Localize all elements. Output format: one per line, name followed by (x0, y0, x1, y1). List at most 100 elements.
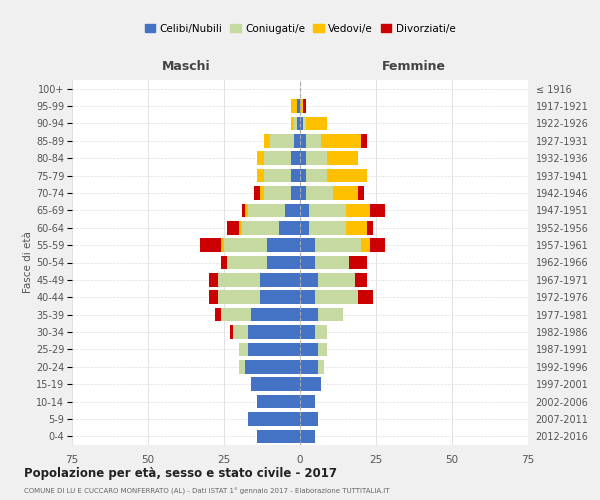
Bar (300, 204, 309, 217)
Bar (300, 100, 303, 113)
Bar (218, 290, 260, 304)
Bar (257, 430, 300, 443)
Bar (245, 360, 300, 374)
Bar (294, 134, 300, 147)
Bar (248, 342, 300, 356)
Bar (291, 186, 300, 200)
Bar (300, 412, 318, 426)
Bar (239, 360, 245, 374)
Bar (294, 116, 297, 130)
Bar (355, 273, 367, 286)
Bar (209, 273, 218, 286)
Bar (291, 100, 297, 113)
Bar (300, 342, 318, 356)
Bar (318, 360, 325, 374)
Bar (260, 273, 300, 286)
Bar (361, 238, 370, 252)
Bar (251, 308, 300, 322)
Bar (315, 256, 349, 270)
Bar (300, 169, 306, 182)
Bar (321, 134, 361, 147)
Bar (242, 221, 279, 234)
Bar (266, 256, 300, 270)
Bar (248, 412, 300, 426)
Bar (300, 360, 318, 374)
Bar (263, 186, 291, 200)
Bar (227, 221, 239, 234)
Bar (291, 152, 300, 165)
Bar (224, 238, 266, 252)
Bar (233, 325, 248, 339)
Bar (257, 152, 263, 165)
Bar (251, 378, 300, 391)
Bar (248, 204, 285, 217)
Bar (328, 169, 367, 182)
Bar (315, 290, 358, 304)
Bar (300, 378, 321, 391)
Bar (300, 116, 303, 130)
Bar (239, 221, 242, 234)
Bar (300, 186, 306, 200)
Legend: Celibi/Nubili, Coniugati/e, Vedovi/e, Divorziati/e: Celibi/Nubili, Coniugati/e, Vedovi/e, Di… (140, 20, 460, 38)
Bar (209, 290, 218, 304)
Bar (318, 308, 343, 322)
Bar (309, 204, 346, 217)
Bar (306, 116, 328, 130)
Bar (370, 238, 385, 252)
Text: Popolazione per età, sesso e stato civile - 2017: Popolazione per età, sesso e stato civil… (24, 468, 337, 480)
Bar (285, 204, 300, 217)
Bar (346, 204, 370, 217)
Bar (334, 186, 358, 200)
Bar (306, 152, 328, 165)
Bar (303, 100, 306, 113)
Bar (239, 342, 248, 356)
Bar (291, 116, 294, 130)
Bar (309, 221, 346, 234)
Bar (248, 325, 300, 339)
Y-axis label: Fasce di età: Fasce di età (23, 232, 33, 294)
Bar (300, 152, 306, 165)
Text: Maschi: Maschi (161, 60, 211, 73)
Bar (300, 395, 315, 408)
Bar (367, 221, 373, 234)
Bar (306, 169, 328, 182)
Bar (300, 308, 318, 322)
Bar (300, 134, 306, 147)
Bar (318, 273, 355, 286)
Bar (300, 325, 315, 339)
Bar (221, 308, 251, 322)
Bar (349, 256, 367, 270)
Bar (263, 134, 269, 147)
Bar (242, 204, 245, 217)
Bar (227, 256, 266, 270)
Bar (306, 134, 321, 147)
Bar (245, 204, 248, 217)
Bar (370, 204, 385, 217)
Bar (300, 256, 315, 270)
Bar (346, 221, 367, 234)
Bar (318, 342, 328, 356)
Bar (291, 169, 300, 182)
Bar (266, 238, 300, 252)
Bar (300, 290, 315, 304)
Bar (269, 134, 294, 147)
Bar (328, 152, 358, 165)
Bar (297, 116, 300, 130)
Bar (300, 238, 315, 252)
Text: Femmine: Femmine (382, 60, 446, 73)
Bar (297, 100, 300, 113)
Bar (358, 290, 373, 304)
Bar (218, 273, 260, 286)
Bar (300, 221, 309, 234)
Bar (315, 325, 328, 339)
Text: COMUNE DI LU E CUCCARO MONFERRATO (AL) - Dati ISTAT 1° gennaio 2017 - Elaborazio: COMUNE DI LU E CUCCARO MONFERRATO (AL) -… (24, 488, 389, 494)
Bar (221, 256, 227, 270)
Bar (200, 238, 221, 252)
Bar (221, 238, 224, 252)
Bar (257, 169, 263, 182)
Bar (254, 186, 260, 200)
Bar (257, 395, 300, 408)
Bar (263, 169, 291, 182)
Bar (230, 325, 233, 339)
Bar (303, 116, 306, 130)
